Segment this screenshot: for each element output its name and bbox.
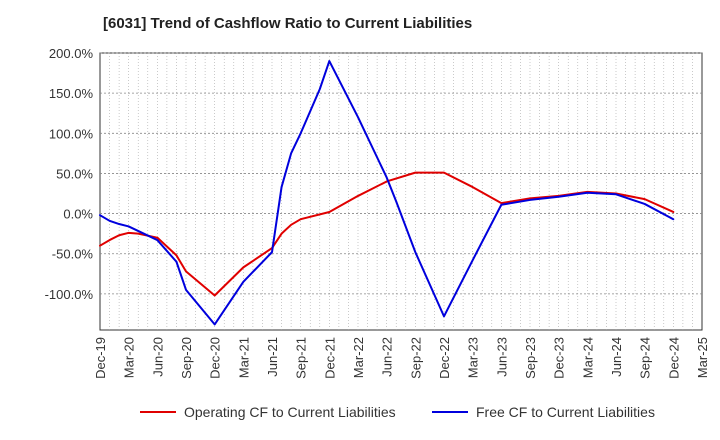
x-tick-label: Mar-22 — [351, 337, 366, 378]
x-tick-label: Dec-19 — [93, 337, 108, 379]
legend-swatch-free-cf — [432, 411, 468, 413]
y-tick-label: 200.0% — [49, 46, 94, 61]
legend-item-free-cf: Free CF to Current Liabilities — [432, 404, 655, 420]
y-tick-label: -100.0% — [45, 287, 94, 302]
chart-title: [6031] Trend of Cashflow Ratio to Curren… — [103, 15, 473, 32]
legend-item-operating-cf: Operating CF to Current Liabilities — [140, 404, 396, 420]
x-tick-label: Mar-25 — [695, 337, 710, 378]
x-tick-label: Dec-24 — [666, 337, 681, 379]
plot-frame — [99, 52, 703, 331]
x-tick-label: Sep-23 — [523, 337, 538, 379]
x-tick-label: Jun-24 — [609, 337, 624, 377]
x-tick-label: Dec-21 — [322, 337, 337, 379]
y-tick-label: 150.0% — [49, 86, 94, 101]
x-tick-label: Mar-24 — [580, 337, 595, 378]
x-tick-label: Dec-22 — [437, 337, 452, 379]
grid-layer — [100, 52, 702, 330]
series-layer — [99, 60, 675, 326]
series-line-free-cf — [99, 60, 675, 326]
y-tick-label: -50.0% — [52, 247, 94, 262]
x-tick-label: Jun-20 — [150, 337, 165, 377]
x-tick-label: Jun-21 — [265, 337, 280, 377]
legend-label-free-cf: Free CF to Current Liabilities — [476, 404, 655, 420]
x-tick-label: Mar-21 — [236, 337, 251, 378]
y-tick-label: 0.0% — [63, 207, 93, 222]
x-tick-label: Jun-23 — [494, 337, 509, 377]
x-tick-label: Sep-22 — [408, 337, 423, 379]
legend-label-operating-cf: Operating CF to Current Liabilities — [184, 404, 396, 420]
y-tick-label: 50.0% — [56, 166, 93, 181]
x-tick-label: Sep-21 — [294, 337, 309, 379]
x-tick-label: Mar-23 — [466, 337, 481, 378]
x-tick-label: Mar-20 — [122, 337, 137, 378]
x-tick-label: Jun-22 — [380, 337, 395, 377]
axis-layer: 200.0% 150.0% 100.0% 50.0% 0.0% -50.0% -100.0%… — [45, 46, 710, 379]
y-tick-label: 100.0% — [49, 126, 94, 141]
x-tick-label: Sep-24 — [638, 337, 653, 379]
legend-swatch-operating-cf — [140, 411, 176, 413]
x-tick-label: Dec-23 — [552, 337, 567, 379]
x-tick-label: Sep-20 — [179, 337, 194, 379]
x-tick-label: Dec-20 — [208, 337, 223, 379]
